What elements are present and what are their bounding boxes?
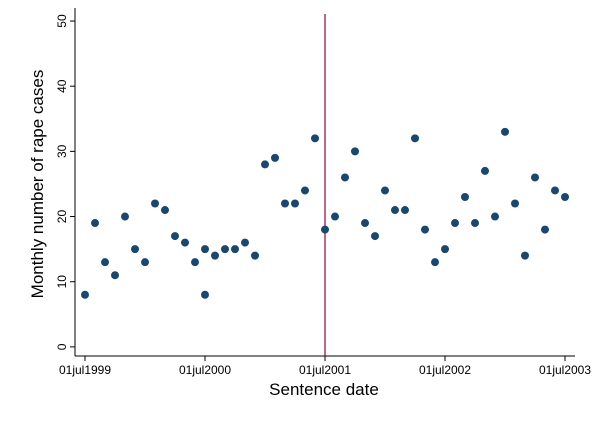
y-tick-label: 30 [55,144,69,158]
point [451,219,459,228]
y-tick-label: 50 [55,14,69,28]
point [201,290,209,299]
point [271,153,279,162]
point [421,225,429,234]
point [481,166,489,175]
point [291,199,299,208]
x-tick-label: 01jul2000 [179,363,231,377]
y-axis-title: Monthly number of rape cases [28,70,47,299]
point [231,245,239,254]
point [261,160,269,169]
point [301,186,309,195]
point [171,232,179,241]
point [401,206,409,215]
point [371,232,379,241]
point [551,186,559,195]
point [341,173,349,182]
point [491,212,499,221]
point [201,245,209,254]
x-axis-title: Sentence date [269,380,379,399]
point [531,173,539,182]
point [321,225,329,234]
x-tick-label: 01jul1999 [59,363,111,377]
point [111,271,119,280]
point [281,199,289,208]
y-tick-label: 10 [55,275,69,289]
y-tick-label: 40 [55,79,69,93]
y-tick-label: 0 [55,343,69,350]
x-tick-label: 01jul2003 [539,363,591,377]
point [501,127,509,136]
point [251,251,259,260]
point [461,192,469,201]
y-tick-label: 20 [55,210,69,224]
point [521,251,529,260]
point [381,186,389,195]
point [221,245,229,254]
point [211,251,219,260]
point [101,258,109,267]
point [471,219,479,228]
point [191,258,199,267]
point [411,134,419,143]
point [361,219,369,228]
point [441,245,449,254]
point [351,147,359,156]
point [311,134,319,143]
point [511,199,519,208]
point [541,225,549,234]
point [391,206,399,215]
point [181,238,189,247]
point [81,290,89,299]
x-tick-label: 01jul2001 [299,363,351,377]
point [151,199,159,208]
x-tick-label: 01jul2002 [419,363,471,377]
point [431,258,439,267]
point [561,192,569,201]
point [161,206,169,215]
point [131,245,139,254]
point [91,219,99,228]
point [331,212,339,221]
point [141,258,149,267]
point [241,238,249,247]
point [121,212,129,221]
